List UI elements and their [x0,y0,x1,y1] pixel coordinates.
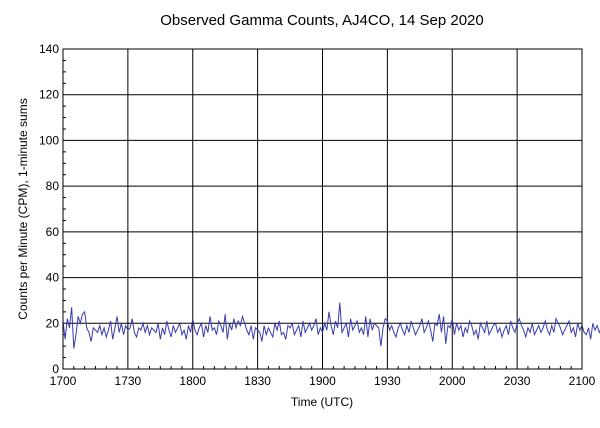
x-tick-label: 1730 [115,374,142,388]
x-tick-label: 1930 [374,374,401,388]
x-tick-label: 1900 [309,374,336,388]
y-tick-labels: 0 20 40 60 80 100 120 140 [39,42,59,376]
y-tick-label: 80 [46,179,60,193]
x-tick-label: 1800 [179,374,206,388]
x-tick-label: 2100 [569,374,596,388]
x-tick-label: 1700 [50,374,77,388]
grid [62,48,583,370]
x-tick-label: 2000 [439,374,466,388]
y-axis-label: Counts per Minute (CPM), 1-minute sums [16,98,30,319]
y-tick-label: 120 [39,88,59,102]
y-tick-label: 100 [39,133,59,147]
y-tick-label: 40 [46,271,60,285]
y-tick-label: 140 [39,42,59,56]
y-tick-label: 60 [46,225,60,239]
chart-title: Observed Gamma Counts, AJ4CO, 14 Sep 202… [160,12,484,29]
series-layer [62,302,600,349]
plot-frame [62,48,583,370]
x-tick-label: 2030 [504,374,531,388]
x-tick-label: 1830 [244,374,271,388]
series-line [62,302,600,349]
x-axis-label: Time (UTC) [291,395,353,409]
x-tick-labels: 1700 1730 1800 1830 1900 1930 2000 2030 2100 [50,374,596,388]
y-tick-label: 0 [52,362,59,376]
y-tick-label: 20 [46,316,60,330]
